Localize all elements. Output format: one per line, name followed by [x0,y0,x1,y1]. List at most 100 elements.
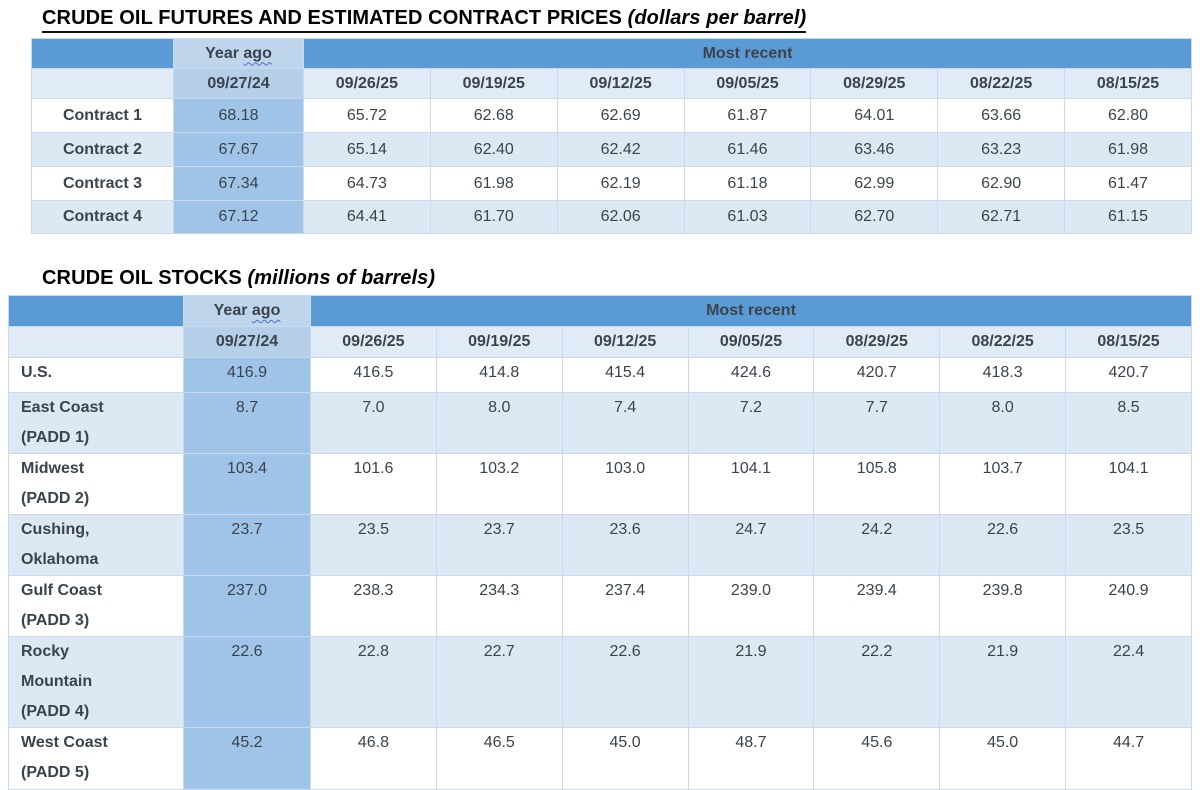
date-header-cell: 08/22/25 [937,68,1066,99]
value-cell: 424.6 [687,357,815,393]
row-label-line: (PADD 4) [21,703,90,720]
table-row: Contract 1 68.18 65.72 62.68 62.69 61.87 64.01… [31,98,1192,133]
value-cell: 103.2 [435,453,563,515]
row-label-cell: Contract 3 [31,166,174,201]
value-cell: 45.6 [813,727,941,790]
corner-light-cell [8,326,184,358]
value-cell: 104.1 [1065,453,1192,515]
value-cell: 62.70 [810,200,939,234]
value-cell: 239.0 [687,575,815,637]
value-cell: 7.2 [687,392,815,454]
date-header-cell: 09/19/25 [429,68,558,99]
table-row: Contract 3 67.34 64.73 61.98 62.19 61.18 62.99… [31,166,1192,201]
date-header-cell: 08/22/25 [939,326,1067,358]
value-cell: 420.7 [813,357,941,393]
row-label-line: Cushing, [21,521,90,538]
value-cell: 24.2 [813,514,941,576]
year-ago-value-cell: 68.18 [173,98,304,133]
date-header-cell: 08/29/25 [810,68,939,99]
year-ago-value-cell: 23.7 [183,514,311,576]
value-cell: 61.15 [1064,200,1192,234]
value-cell: 61.98 [1064,132,1192,167]
value-cell: 24.7 [687,514,815,576]
value-cell: 23.6 [561,514,689,576]
table-row: Contract 2 67.67 65.14 62.40 62.42 61.46 63.46… [31,132,1192,167]
value-cell: 7.7 [813,392,941,454]
value-cell: 61.03 [683,200,812,234]
year-ago-label-text: Year [213,302,252,319]
year-ago-value-cell: 67.67 [173,132,304,167]
table-row: East Coast (PADD 1) 8.7 7.0 8.0 7.4 7.2 7.7 8.0 8… [8,392,1192,454]
value-cell: 62.42 [556,132,685,167]
value-cell: 64.01 [810,98,939,133]
value-cell: 22.7 [435,636,563,728]
date-header-cell: 09/12/25 [561,326,689,358]
row-label-cell: West Coast (PADD 5) [8,727,184,790]
row-label-cell: U.S. [8,357,184,393]
value-cell: 45.0 [939,727,1067,790]
row-label-line: East Coast [21,399,104,416]
value-cell: 22.6 [939,514,1067,576]
row-label-line: (PADD 1) [21,429,90,446]
table-row: Contract 4 67.12 64.41 61.70 62.06 61.03 62.70… [31,200,1192,234]
year-ago-value-cell: 67.34 [173,166,304,201]
value-cell: 44.7 [1065,727,1192,790]
date-header-cell: 09/26/25 [303,68,431,99]
year-ago-value-cell: 8.7 [183,392,311,454]
value-cell: 239.4 [813,575,941,637]
futures-table-title: CRUDE OIL FUTURES AND ESTIMATED CONTRACT… [42,7,1200,33]
value-cell: 22.4 [1065,636,1192,728]
value-cell: 7.4 [561,392,689,454]
value-cell: 22.2 [813,636,941,728]
value-cell: 418.3 [939,357,1067,393]
value-cell: 64.41 [303,200,431,234]
row-label-cell: Contract 2 [31,132,174,167]
value-cell: 21.9 [687,636,815,728]
value-cell: 105.8 [813,453,941,515]
value-cell: 63.23 [937,132,1066,167]
value-cell: 61.98 [429,166,558,201]
row-label-cell: Rocky Mountain (PADD 4) [8,636,184,728]
year-ago-header-cell: Year ago [183,295,311,327]
value-cell: 62.40 [429,132,558,167]
value-cell: 48.7 [687,727,815,790]
row-label-line: Midwest [21,460,85,477]
futures-title-text: CRUDE OIL FUTURES AND ESTIMATED CONTRACT… [42,7,622,29]
value-cell: 239.8 [939,575,1067,637]
value-cell: 62.19 [556,166,685,201]
table-row: Cushing, Oklahoma 23.7 23.5 23.7 23.6 24.7 24.2… [8,514,1192,576]
date-header-cell: 09/26/25 [310,326,437,358]
most-recent-header-cell: Most recent [310,295,1192,327]
value-cell: 65.72 [303,98,431,133]
table-row: Rocky Mountain (PADD 4) 22.6 22.8 22.7 22.6 21.… [8,636,1192,728]
futures-table: Year ago Most recent 09/27/24 09/26/25 09/19… [31,38,1192,234]
year-ago-date-cell: 09/27/24 [173,68,304,99]
value-cell: 45.0 [561,727,689,790]
row-label-cell: Cushing, Oklahoma [8,514,184,576]
year-ago-value-cell: 103.4 [183,453,311,515]
value-cell: 22.6 [561,636,689,728]
year-ago-header-cell: Year ago [173,38,304,69]
date-header-cell: 09/05/25 [683,68,812,99]
date-header-cell: 09/12/25 [556,68,685,99]
row-label-cell: Gulf Coast (PADD 3) [8,575,184,637]
stocks-table: Year ago Most recent 09/27/24 09/26/25 09/19… [8,295,1192,790]
value-cell: 237.4 [561,575,689,637]
year-ago-label-wavy-word: ago [243,44,272,62]
year-ago-value-cell: 67.12 [173,200,304,234]
year-ago-value-cell: 45.2 [183,727,311,790]
year-ago-value-cell: 237.0 [183,575,311,637]
table-row: U.S. 416.9 416.5 414.8 415.4 424.6 420.7 418.3 4… [8,357,1192,393]
futures-title-underline: CRUDE OIL FUTURES AND ESTIMATED CONTRACT… [42,7,807,33]
row-label-line: Contract 4 [62,208,143,225]
row-label-line: West Coast [21,734,108,751]
value-cell: 61.18 [683,166,812,201]
value-cell: 64.73 [303,166,431,201]
year-ago-value-cell: 416.9 [183,357,311,393]
value-cell: 61.70 [429,200,558,234]
date-header-cell: 08/15/25 [1064,68,1192,99]
value-cell: 65.14 [303,132,431,167]
table-row: West Coast (PADD 5) 45.2 46.8 46.5 45.0 48.7 45… [8,727,1192,790]
value-cell: 63.46 [810,132,939,167]
